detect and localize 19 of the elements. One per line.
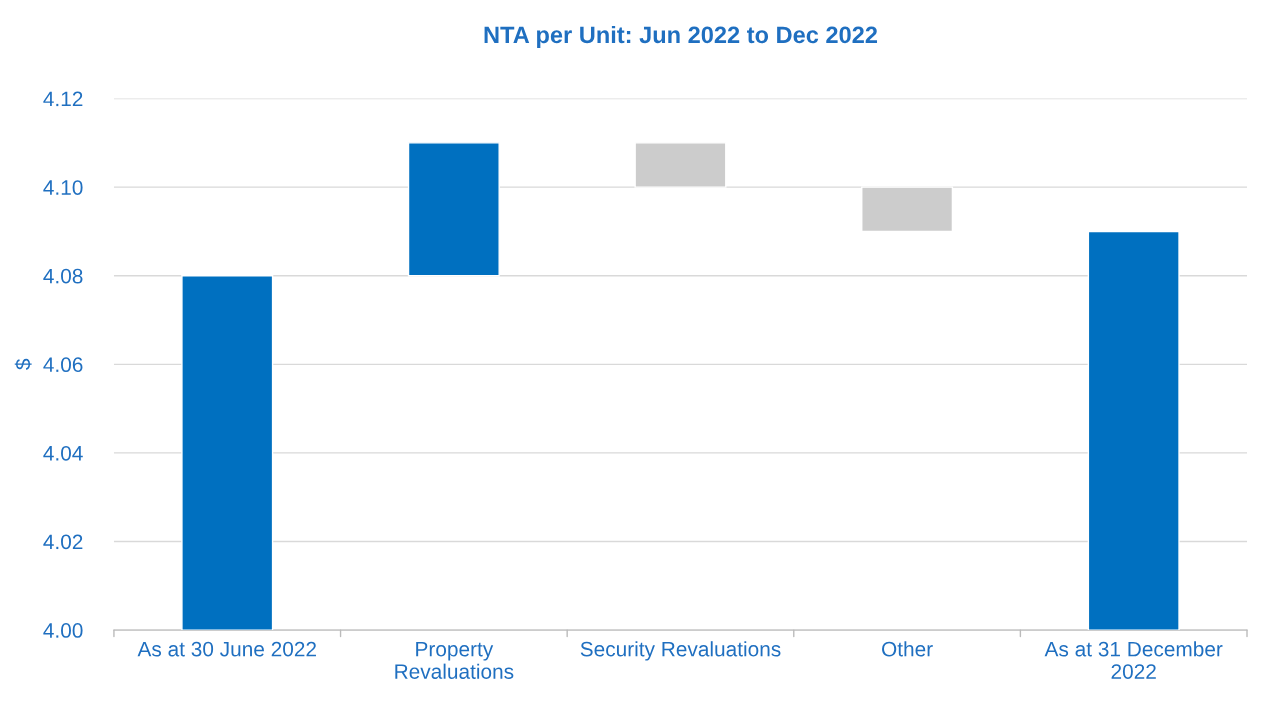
y-tick-label: 4.10 xyxy=(43,180,83,195)
bar xyxy=(407,142,500,277)
bar xyxy=(1087,230,1180,631)
bar xyxy=(181,275,274,631)
bar xyxy=(634,142,727,188)
x-tick-label: As at 30 June 2022 xyxy=(137,641,316,657)
y-tick-label: 4.06 xyxy=(43,357,83,373)
bar xyxy=(861,186,954,233)
y-tick-label: 4.02 xyxy=(43,534,83,550)
x-tick-label: Other xyxy=(882,641,933,657)
x-tick-label: Security Revaluations xyxy=(580,641,781,661)
y-axis-title: $ xyxy=(14,358,32,370)
y-tick-label: 4.00 xyxy=(43,623,83,638)
y-tick-label: 4.08 xyxy=(43,268,83,284)
chart-title: NTA per Unit: Jun 2022 to Dec 2022 xyxy=(484,25,878,48)
y-tick-label: 4.12 xyxy=(43,91,83,107)
y-tick-label: 4.04 xyxy=(43,445,83,461)
x-tick-label: Property Revaluations xyxy=(395,641,514,679)
x-tick-label: As at 31 December 2022 xyxy=(1044,641,1223,679)
